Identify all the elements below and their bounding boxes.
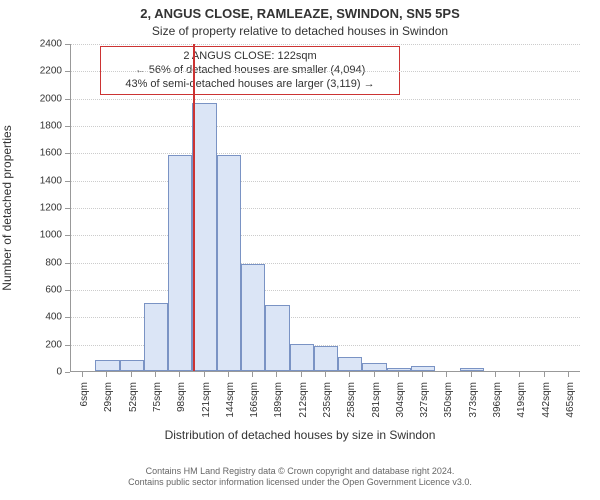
histogram-bar: [192, 103, 216, 371]
x-tick-mark: [301, 372, 302, 377]
x-tick-mark: [325, 372, 326, 377]
plot-area: [70, 44, 580, 372]
y-tick-label: 800: [0, 257, 62, 268]
x-tick-mark: [106, 372, 107, 377]
chart-container: { "chart": { "type": "histogram", "title…: [0, 0, 600, 500]
y-tick-label: 600: [0, 285, 62, 296]
y-tick-label: 2400: [0, 39, 62, 50]
gridline: [71, 126, 580, 127]
y-tick-label: 0: [0, 367, 62, 378]
y-tick-label: 200: [0, 339, 62, 350]
x-tick-mark: [204, 372, 205, 377]
histogram-bar: [144, 303, 168, 371]
x-tick-mark: [519, 372, 520, 377]
histogram-bar: [314, 346, 338, 371]
y-tick-mark: [65, 372, 70, 373]
histogram-bar: [168, 155, 192, 371]
footer-line-1: Contains HM Land Registry data © Crown c…: [0, 466, 600, 477]
histogram-bar: [241, 264, 265, 371]
x-axis-label: Distribution of detached houses by size …: [0, 428, 600, 442]
x-tick-mark: [276, 372, 277, 377]
y-tick-label: 2200: [0, 66, 62, 77]
x-tick-mark: [374, 372, 375, 377]
footer-line-2: Contains public sector information licen…: [0, 477, 600, 488]
gridline: [71, 99, 580, 100]
chart-subtitle: Size of property relative to detached ho…: [0, 24, 600, 38]
histogram-bar: [290, 344, 314, 371]
x-tick-mark: [349, 372, 350, 377]
y-tick-label: 1000: [0, 230, 62, 241]
y-tick-label: 1800: [0, 121, 62, 132]
gridline: [71, 181, 580, 182]
y-tick-label: 1600: [0, 148, 62, 159]
gridline: [71, 290, 580, 291]
histogram-bar: [362, 363, 386, 371]
x-tick-mark: [422, 372, 423, 377]
footer-attribution: Contains HM Land Registry data © Crown c…: [0, 466, 600, 488]
x-tick-mark: [131, 372, 132, 377]
x-tick-mark: [252, 372, 253, 377]
x-tick-mark: [544, 372, 545, 377]
histogram-bar: [265, 305, 289, 371]
x-tick-mark: [155, 372, 156, 377]
x-tick-mark: [495, 372, 496, 377]
histogram-bar: [411, 366, 435, 371]
x-tick-mark: [568, 372, 569, 377]
reference-line: [193, 44, 195, 371]
y-tick-label: 1200: [0, 203, 62, 214]
gridline: [71, 71, 580, 72]
x-tick-mark: [471, 372, 472, 377]
histogram-bar: [338, 357, 362, 371]
histogram-bar: [217, 155, 241, 371]
histogram-bar: [95, 360, 119, 371]
gridline: [71, 44, 580, 45]
x-tick-mark: [179, 372, 180, 377]
x-tick-mark: [228, 372, 229, 377]
histogram-bar: [387, 368, 411, 371]
gridline: [71, 263, 580, 264]
x-tick-mark: [446, 372, 447, 377]
x-tick-mark: [398, 372, 399, 377]
x-tick-mark: [82, 372, 83, 377]
gridline: [71, 235, 580, 236]
y-tick-label: 1400: [0, 175, 62, 186]
gridline: [71, 153, 580, 154]
y-tick-label: 2000: [0, 93, 62, 104]
gridline: [71, 208, 580, 209]
histogram-bar: [460, 368, 484, 371]
histogram-bar: [120, 360, 144, 371]
y-tick-label: 400: [0, 312, 62, 323]
chart-title-address: 2, ANGUS CLOSE, RAMLEAZE, SWINDON, SN5 5…: [0, 6, 600, 21]
